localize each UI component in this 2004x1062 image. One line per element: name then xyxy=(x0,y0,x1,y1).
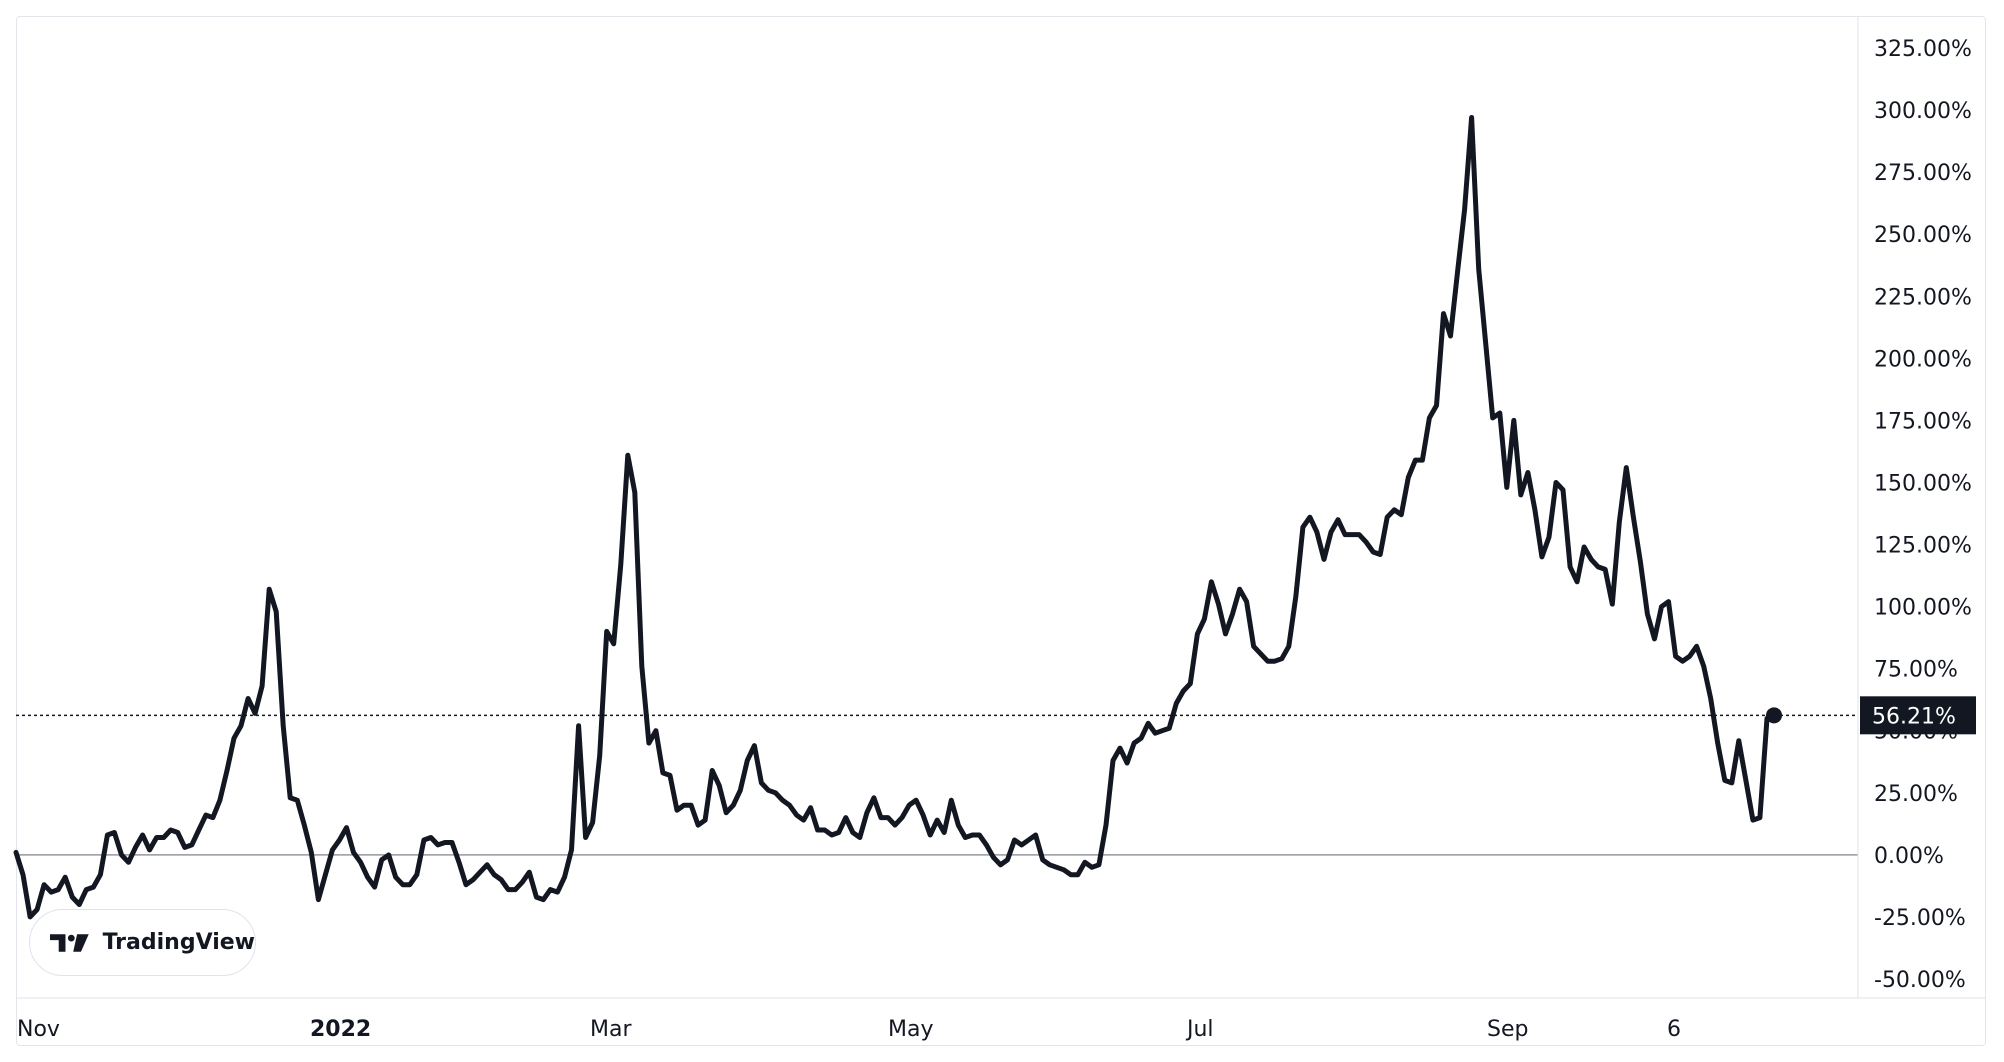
y-tick-label: -50.00% xyxy=(1874,968,1966,993)
y-tick-label: 225.00% xyxy=(1874,285,1972,310)
chart-frame xyxy=(16,16,1986,1046)
x-axis: Nov 2022 Mar May Jul Sep 6 xyxy=(17,1017,1681,1042)
y-tick-label: 325.00% xyxy=(1874,37,1972,62)
y-tick-label: 150.00% xyxy=(1874,471,1972,496)
x-tick-label: Mar xyxy=(590,1017,632,1042)
y-tick-label: 100.00% xyxy=(1874,596,1972,621)
last-value-dot xyxy=(1766,707,1782,724)
y-tick-label: 25.00% xyxy=(1874,782,1958,807)
tradingview-logo-badge[interactable]: TradingView xyxy=(29,909,256,976)
y-tick-label: 250.00% xyxy=(1874,223,1972,248)
y-tick-label: 200.00% xyxy=(1874,347,1972,372)
y-tick-label: 0.00% xyxy=(1874,844,1944,869)
tradingview-logo-text: TradingView xyxy=(102,930,255,955)
x-tick-label: Sep xyxy=(1487,1017,1528,1042)
y-tick-label: 300.00% xyxy=(1874,99,1972,124)
x-tick-label: Nov xyxy=(17,1017,60,1042)
x-tick-label: 6 xyxy=(1667,1017,1681,1042)
x-tick-label: May xyxy=(888,1017,933,1042)
tradingview-logo-icon xyxy=(50,933,89,952)
y-tick-label: -25.00% xyxy=(1874,906,1966,931)
y-tick-label: 125.00% xyxy=(1874,534,1972,559)
series-line xyxy=(13,115,1777,920)
y-tick-label: 175.00% xyxy=(1874,409,1972,434)
last-value-label: 56.21% xyxy=(1860,696,1976,735)
x-tick-label: Jul xyxy=(1185,1017,1214,1042)
svg-text:56.21%: 56.21% xyxy=(1872,704,1956,729)
x-tick-label: 2022 xyxy=(310,1017,371,1042)
y-axis: 325.00% 300.00% 275.00% 250.00% 225.00% 200.0… xyxy=(1874,37,1972,993)
y-tick-label: 275.00% xyxy=(1874,161,1972,186)
y-tick-label: 75.00% xyxy=(1874,658,1958,683)
